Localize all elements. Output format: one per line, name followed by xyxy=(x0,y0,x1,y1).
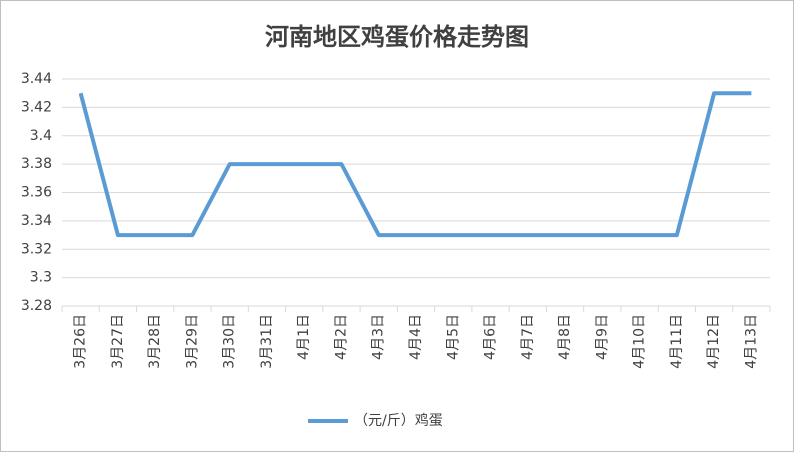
x-tick-label: 4月9日 xyxy=(594,314,610,360)
x-tick-label: 4月5日 xyxy=(445,314,461,360)
x-tick-label: 3月30日 xyxy=(222,314,238,369)
chart-title: 河南地区鸡蛋价格走势图 xyxy=(265,23,529,51)
x-tick-label: 3月27日 xyxy=(110,314,126,369)
x-tick-label: 4月8日 xyxy=(557,314,573,360)
x-tick-label: 3月31日 xyxy=(259,314,275,369)
y-tick-label: 3.44 xyxy=(21,71,52,87)
x-tick-label: 4月4日 xyxy=(408,314,424,360)
x-tick-label: 4月13日 xyxy=(743,314,759,369)
y-tick-label: 3.38 xyxy=(21,156,52,172)
x-tick-label: 3月26日 xyxy=(73,314,89,369)
y-tick-label: 3.3 xyxy=(30,270,52,286)
y-tick-label: 3.4 xyxy=(30,128,52,144)
data-line xyxy=(78,91,752,238)
y-tick-label: 3.32 xyxy=(21,241,52,257)
legend-label: （元/斤）鸡蛋 xyxy=(354,412,443,429)
x-tick-label: 4月6日 xyxy=(483,314,499,360)
x-tick-label: 3月29日 xyxy=(184,314,200,369)
x-tick-label: 4月10日 xyxy=(632,314,648,369)
x-tick-label: 4月1日 xyxy=(296,314,312,360)
x-tick-label: 4月12日 xyxy=(706,314,722,369)
y-tick-label: 3.28 xyxy=(21,298,52,314)
x-tick-label: 4月11日 xyxy=(669,314,685,369)
x-tick-label: 3月28日 xyxy=(147,314,163,369)
x-tick-label: 4月3日 xyxy=(371,314,387,360)
y-tick-label: 3.42 xyxy=(21,99,52,115)
y-tick-label: 3.36 xyxy=(21,185,52,201)
x-tick-label: 4月2日 xyxy=(333,314,349,360)
x-tick-label: 4月7日 xyxy=(520,314,536,360)
y-tick-label: 3.34 xyxy=(21,213,52,229)
